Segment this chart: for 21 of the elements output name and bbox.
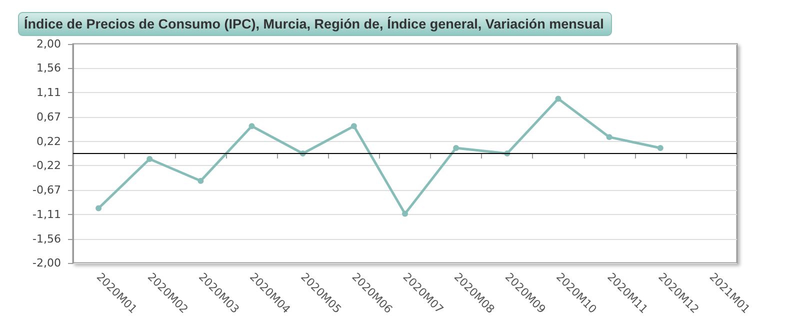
point <box>555 96 562 102</box>
y-tick-label: 0,22 <box>36 134 61 148</box>
y-tick-label: 2,00 <box>36 38 61 50</box>
y-tick-label: 0,67 <box>36 110 61 124</box>
point <box>146 156 153 162</box>
y-tick-label: -1,56 <box>32 232 61 246</box>
y-tick-label: -2,00 <box>32 256 61 270</box>
point <box>402 210 408 217</box>
point <box>248 123 255 130</box>
y-tick-label: -0,67 <box>32 184 61 197</box>
point <box>96 205 102 212</box>
point <box>657 145 664 152</box>
point <box>453 145 460 152</box>
point <box>350 123 357 130</box>
point <box>606 134 612 140</box>
y-tick-label: -1,11 <box>32 208 61 221</box>
point <box>198 178 204 184</box>
y-tick-label: -0,22 <box>32 159 61 172</box>
y-tick-label: 1,11 <box>36 86 61 100</box>
y-tick-label: 1,56 <box>36 62 61 75</box>
chart-title: Índice de Precios de Consumo (IPC), Murcia, Región de, Índice general, Variación mensual <box>24 16 604 32</box>
